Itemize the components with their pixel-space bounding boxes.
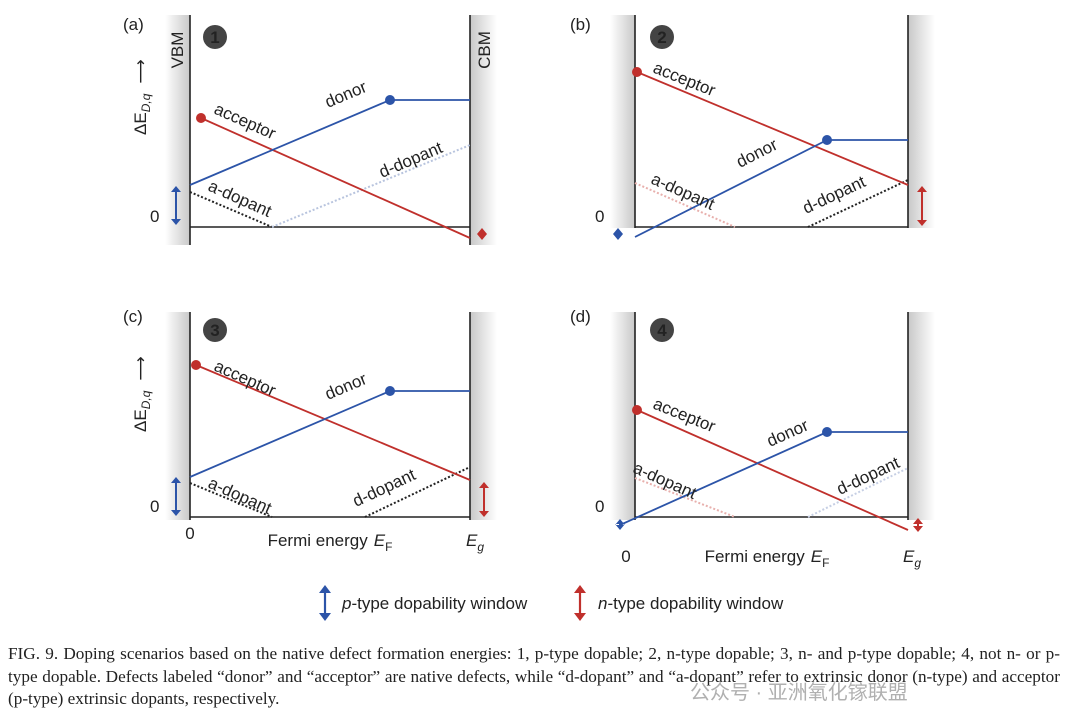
x-end-symbol: E — [466, 531, 478, 550]
panel-number: 4 — [657, 321, 667, 340]
donor-label: donor — [322, 77, 370, 112]
a-dopant-line — [189, 191, 273, 228]
acceptor-line — [636, 71, 909, 186]
a-dopant-label: a-dopant — [648, 169, 717, 214]
panel: acceptor donor a-dopant d-dopant (c) 3 0 ΔED,q ⟶… — [123, 307, 497, 554]
panel-label: (a) — [123, 15, 144, 34]
a-dopant-label: a-dopant — [630, 458, 699, 503]
legend-label: p-type dopability window — [341, 594, 528, 613]
arrow-head — [613, 228, 623, 240]
number-badge — [650, 318, 674, 342]
acceptor-dot — [632, 405, 642, 415]
watermark: 公众号 · 亚洲氧化镓联盟 — [690, 682, 908, 704]
d-dopant-label: d-dopant — [376, 138, 445, 182]
arrow-head — [477, 228, 487, 240]
y-symbol: ΔE — [131, 112, 150, 135]
caption: FIG. 9. Doping scenarios based on the na… — [8, 644, 1060, 708]
vbm-wall — [610, 15, 635, 228]
panel-number: 2 — [657, 28, 666, 47]
y-arrow: ⟶ — [131, 59, 150, 83]
x-label: Fermi energy EF — [705, 547, 830, 570]
acceptor-line — [636, 409, 909, 531]
acceptor-line — [200, 117, 471, 239]
x-end-label: Eg — [903, 547, 921, 570]
panel: acceptor donor a-dopant d-dopant (a) 1 0 VBM CBM… — [123, 15, 497, 245]
a-dopant-label: a-dopant — [205, 473, 274, 518]
panel-label: (b) — [570, 15, 591, 34]
x-end-label: Eg — [466, 531, 484, 554]
a-dopant-line — [634, 477, 736, 518]
cbm-wall — [908, 312, 935, 520]
d-dopant-label: d-dopant — [350, 465, 419, 511]
y-label: ΔED,q ⟶ — [131, 356, 153, 432]
panel-label: (d) — [570, 307, 591, 326]
cbm-label: CBM — [475, 31, 494, 69]
panel-number: 3 — [210, 321, 219, 340]
acceptor-line — [195, 364, 471, 481]
vbm-wall — [165, 15, 190, 245]
d-dopant-label: d-dopant — [800, 172, 869, 218]
legend-label: n-type dopability window — [598, 594, 784, 613]
x-label-text: Fermi energy — [705, 547, 806, 566]
donor-label: donor — [764, 415, 812, 450]
zero-label: 0 — [595, 207, 604, 226]
panel-number: 1 — [210, 28, 219, 47]
d-dopant-line — [364, 466, 471, 518]
y-subscript: D,q — [139, 390, 153, 409]
x-label-text: Fermi energy — [268, 531, 369, 550]
x-end-subscript: g — [914, 556, 921, 570]
number-badge — [203, 318, 227, 342]
acceptor-dot — [632, 67, 642, 77]
acceptor-dot — [196, 113, 206, 123]
panel-label: (c) — [123, 307, 143, 326]
figure: p-type dopability window n-type dopabili… — [123, 15, 935, 621]
x-symbol: E — [374, 531, 386, 550]
x-subscript: F — [822, 556, 829, 570]
x-subscript: F — [385, 540, 392, 554]
a-dopant-label: a-dopant — [205, 176, 274, 221]
arrow-head — [615, 519, 625, 530]
cbm-wall — [470, 15, 497, 245]
donor-line — [189, 390, 470, 478]
vbm-wall — [165, 312, 190, 520]
vbm-label: VBM — [168, 32, 187, 69]
x-end-subscript: g — [477, 540, 484, 554]
acceptor-label: acceptor — [211, 356, 279, 400]
zero-label: 0 — [150, 207, 159, 226]
donor-dot — [822, 427, 832, 437]
donor-dot — [822, 135, 832, 145]
y-arrow: ⟶ — [131, 356, 150, 380]
a-dopant-line — [189, 482, 273, 518]
zero-label: 0 — [150, 497, 159, 516]
x-symbol: E — [811, 547, 823, 566]
x-zero-label: 0 — [185, 524, 194, 543]
arrow-head — [913, 518, 923, 532]
acceptor-dot — [191, 360, 201, 370]
x-zero-label: 0 — [621, 547, 630, 566]
y-label: ΔED,q ⟶ — [131, 59, 153, 135]
vbm-wall — [610, 312, 635, 520]
y-symbol: ΔE — [131, 409, 150, 432]
zero-label: 0 — [595, 497, 604, 516]
d-dopant-line — [807, 179, 909, 228]
donor-dot — [385, 95, 395, 105]
y-subscript: D,q — [139, 93, 153, 112]
acceptor-label: acceptor — [651, 394, 719, 436]
legend: p-type dopability window n-type dopabili… — [319, 585, 784, 621]
donor-label: donor — [322, 369, 370, 404]
acceptor-label: acceptor — [211, 99, 279, 143]
number-badge — [650, 25, 674, 49]
number-badge — [203, 25, 227, 49]
acceptor-label: acceptor — [651, 58, 719, 100]
donor-dot — [385, 386, 395, 396]
x-label: Fermi energy EF — [268, 531, 393, 554]
d-dopant-line — [807, 467, 909, 518]
x-end-symbol: E — [903, 547, 915, 566]
